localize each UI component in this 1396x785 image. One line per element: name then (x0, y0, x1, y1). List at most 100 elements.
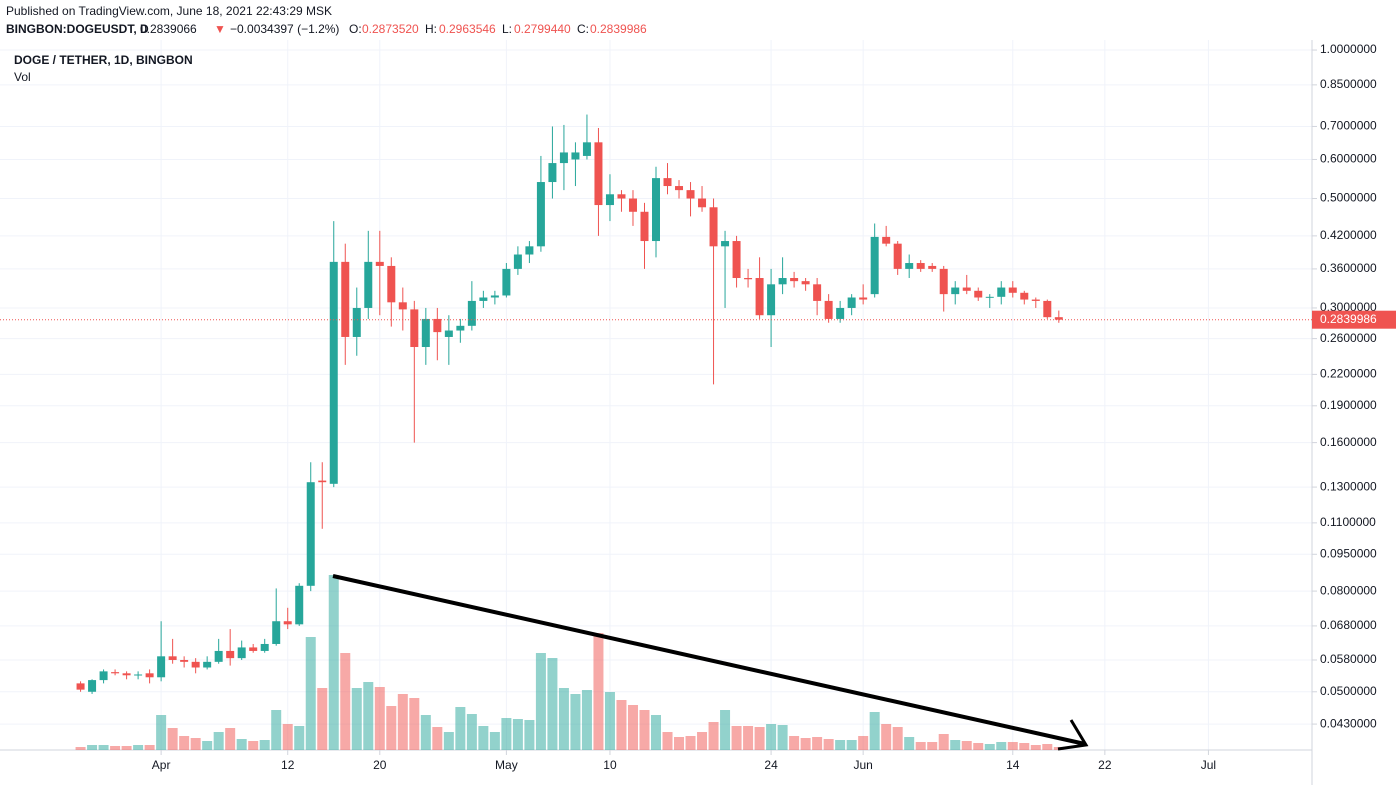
candle-body (686, 190, 695, 199)
y-tick-label: 0.5000000 (1320, 191, 1377, 205)
volume-bar (190, 738, 201, 750)
volume-bar (961, 741, 972, 750)
volume-bar (501, 718, 512, 750)
volume-bar (697, 732, 708, 750)
y-tick-label: 0.3600000 (1320, 261, 1377, 275)
candle-body (1020, 292, 1029, 300)
candle-body (203, 661, 212, 668)
volume-bar (156, 715, 167, 750)
candle-body (1031, 299, 1040, 301)
volume-bar (1042, 744, 1053, 750)
candle-body (675, 186, 684, 191)
candle-body (801, 281, 810, 285)
symbol-legend: BINGBON:DOGEUSDT, D 0.2839066 ▼ −0.00343… (6, 22, 647, 36)
volume-bar (789, 736, 800, 750)
candle-body (605, 194, 614, 206)
x-tick-label: 24 (764, 758, 778, 772)
x-tick-label: 14 (1006, 758, 1020, 772)
volume-bar (915, 742, 926, 750)
volume-bar (685, 736, 696, 750)
volume-bar (627, 705, 638, 750)
volume-bar (1007, 742, 1018, 750)
volume-bar (305, 637, 316, 750)
x-tick-label: 20 (373, 758, 387, 772)
candle-body (744, 278, 753, 280)
x-tick-label: Jul (1201, 758, 1216, 772)
volume-bar (1019, 743, 1030, 750)
last-price-box (1312, 310, 1396, 329)
volume-bar (225, 728, 236, 750)
trend-arrow (332, 574, 1089, 751)
volume-bar (213, 732, 224, 750)
low-value: 0.2799440 (514, 22, 571, 36)
volume-bar (1030, 745, 1041, 750)
candle-body (870, 236, 879, 295)
candle-body (433, 318, 442, 333)
volume-bar (904, 737, 915, 750)
candle-body (525, 246, 534, 255)
candle-body (76, 683, 85, 690)
volume-bar (812, 737, 823, 750)
volume-bar (98, 745, 109, 750)
volume-bar (535, 653, 546, 750)
volume-bar (835, 740, 846, 750)
y-tick-label: 1.0000000 (1320, 42, 1377, 56)
candle-body (847, 297, 856, 308)
candle-body (1054, 317, 1063, 320)
candle-body (249, 647, 258, 651)
candle-body (824, 300, 833, 319)
candle-body (329, 261, 338, 484)
symbol: BINGBON:DOGEUSDT, D (6, 22, 149, 36)
candle-body (352, 307, 361, 337)
candle-body (859, 297, 868, 300)
candle-body (260, 643, 269, 651)
candle-body (341, 261, 350, 337)
candle-body (157, 656, 166, 678)
candle-body (272, 621, 281, 644)
volume-bar (754, 727, 765, 750)
candle-body (145, 673, 154, 678)
volume-bar (593, 633, 604, 750)
y-tick-label: 0.8500000 (1320, 77, 1377, 91)
candle-body (364, 261, 373, 308)
candle-body (295, 585, 304, 625)
volume-bar (674, 737, 685, 750)
candle-body (916, 263, 925, 269)
volume-bar (800, 738, 811, 750)
volume-bar (984, 744, 995, 750)
candle-body (732, 241, 741, 279)
y-tick-label: 0.2600000 (1320, 331, 1377, 345)
close-label: C: (577, 22, 589, 36)
volume-bar (432, 727, 443, 750)
candle-body (1008, 287, 1017, 293)
volume-bar (374, 687, 385, 750)
candle-body (1043, 300, 1052, 318)
candle-body (893, 243, 902, 269)
arrow-head (1057, 719, 1089, 751)
candle-body (813, 284, 822, 301)
candle-body (617, 194, 626, 199)
candle-body (721, 241, 730, 247)
published-note: Published on TradingView.com, June 18, 2… (6, 4, 332, 18)
volume-bar (317, 688, 328, 750)
volume-bar (455, 707, 466, 750)
y-tick-label: 0.4200000 (1320, 228, 1377, 242)
candle-body (594, 142, 603, 206)
volume-bar (973, 743, 984, 750)
volume-bar (179, 736, 190, 750)
candle-body (663, 178, 672, 187)
grid-layer (0, 40, 1312, 750)
volume-bar (144, 745, 155, 750)
volume-bar (282, 724, 293, 750)
candle-body (283, 621, 292, 625)
volume-bar (167, 728, 178, 750)
candle-body (652, 178, 660, 242)
candle-body (698, 198, 707, 208)
candle-body (513, 254, 522, 269)
volume-bar (708, 722, 719, 750)
candle-body (974, 290, 983, 298)
y-tick-label: 0.1900000 (1320, 398, 1377, 412)
candle-body (767, 284, 776, 316)
candle-body (582, 142, 591, 156)
